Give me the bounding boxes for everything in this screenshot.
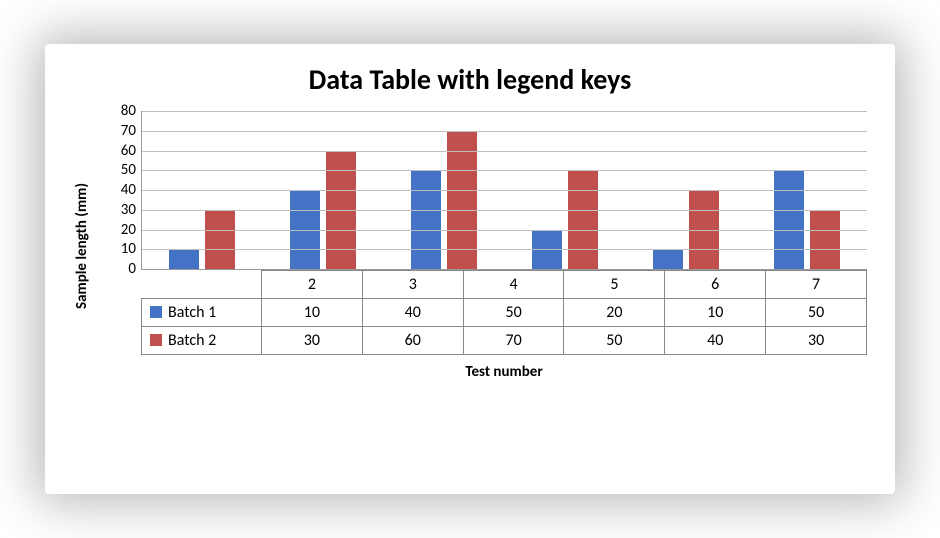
bar [169, 249, 199, 269]
table-value-cell: 50 [766, 299, 867, 327]
gridline [142, 249, 867, 250]
gridline [142, 230, 867, 231]
legend-series-name: Batch 1 [168, 303, 216, 322]
table-value-cell: 60 [362, 327, 463, 355]
y-tick-label: 50 [121, 161, 136, 179]
legend-series-name: Batch 2 [168, 331, 216, 350]
x-axis-label: Test number [141, 363, 867, 381]
legend-swatch [150, 334, 162, 346]
table-category-cell: 3 [362, 271, 463, 299]
plot-column: 01020304050607080 234567Batch 1104050201… [141, 111, 867, 381]
y-axis-label: Sample length (mm) [73, 111, 91, 381]
y-tick-label: 30 [121, 201, 136, 219]
bar [205, 210, 235, 269]
data-table-wrap: 234567Batch 1104050201050Batch 230607050… [141, 270, 867, 355]
gridline [142, 131, 867, 132]
gridline [142, 170, 867, 171]
legend-cell: Batch 1 [142, 299, 262, 327]
table-value-cell: 20 [564, 299, 665, 327]
chart-card-shadow: Data Table with legend keys Sample lengt… [35, 34, 905, 504]
table-value-cell: 40 [362, 299, 463, 327]
table-value-cell: 30 [766, 327, 867, 355]
gridline [142, 151, 867, 152]
table-row: 234567 [142, 271, 867, 299]
table-cell-blank [142, 271, 262, 299]
table-category-cell: 7 [766, 271, 867, 299]
y-tick-label: 40 [121, 181, 136, 199]
table-category-cell: 2 [262, 271, 363, 299]
bar [568, 170, 598, 269]
y-tick-label: 10 [121, 240, 136, 258]
table-value-cell: 50 [564, 327, 665, 355]
table-value-cell: 10 [262, 299, 363, 327]
table-value-cell: 70 [463, 327, 564, 355]
bar [810, 210, 840, 269]
y-tick-label: 20 [121, 221, 136, 239]
gridline [142, 190, 867, 191]
chart-area: Sample length (mm) 01020304050607080 234… [73, 111, 867, 381]
table-value-cell: 40 [665, 327, 766, 355]
data-table: 234567Batch 1104050201050Batch 230607050… [141, 270, 867, 355]
chart-card: Data Table with legend keys Sample lengt… [45, 44, 895, 494]
table-value-cell: 50 [463, 299, 564, 327]
table-category-cell: 4 [463, 271, 564, 299]
table-value-cell: 30 [262, 327, 363, 355]
table-row: Batch 2306070504030 [142, 327, 867, 355]
bar [653, 249, 683, 269]
table-category-cell: 6 [665, 271, 766, 299]
chart-title: Data Table with legend keys [73, 62, 867, 97]
gridline [142, 111, 867, 112]
table-value-cell: 10 [665, 299, 766, 327]
bar [774, 170, 804, 269]
table-row: Batch 1104050201050 [142, 299, 867, 327]
y-tick-label: 60 [121, 142, 136, 160]
y-tick-label: 70 [121, 122, 136, 140]
plot-area: 01020304050607080 [141, 111, 867, 270]
legend-cell: Batch 2 [142, 327, 262, 355]
bar [411, 170, 441, 269]
legend-swatch [150, 306, 162, 318]
y-tick-label: 0 [128, 260, 136, 278]
table-category-cell: 5 [564, 271, 665, 299]
y-tick-label: 80 [121, 102, 136, 120]
gridline [142, 210, 867, 211]
